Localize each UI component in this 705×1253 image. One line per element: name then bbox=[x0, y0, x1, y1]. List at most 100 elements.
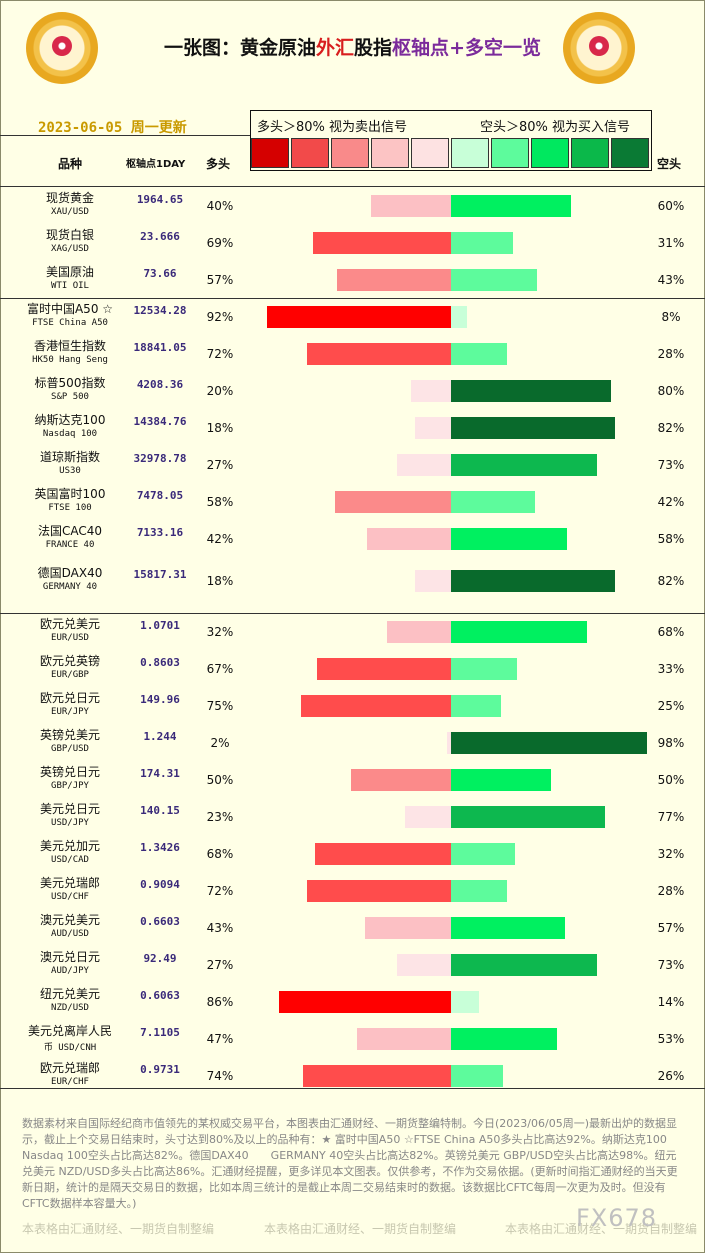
long-percent: 75% bbox=[206, 699, 234, 713]
short-percent: 42% bbox=[657, 495, 685, 509]
pivot-value: 23.666 bbox=[140, 230, 180, 243]
long-bar bbox=[367, 528, 451, 550]
legend-swatch bbox=[371, 138, 409, 168]
instrument-code: AUD/USD bbox=[51, 929, 89, 939]
table-row: 欧元兑日元 EUR/JPY 149.96 75% 25% bbox=[0, 691, 705, 728]
short-bar bbox=[451, 991, 479, 1013]
pivot-value: 7478.05 bbox=[136, 489, 184, 502]
short-bar bbox=[451, 269, 537, 291]
instrument-code: WTI OIL bbox=[51, 281, 89, 291]
long-percent: 27% bbox=[206, 458, 234, 472]
long-percent: 58% bbox=[206, 495, 234, 509]
long-bar bbox=[365, 917, 451, 939]
short-percent: 98% bbox=[657, 736, 685, 750]
instrument-name: 标普500指数 bbox=[34, 376, 106, 390]
table-row: 英镑兑日元 GBP/JPY 174.31 50% 50% bbox=[0, 765, 705, 802]
pivot-value: 0.8603 bbox=[140, 656, 180, 669]
short-percent: 80% bbox=[657, 384, 685, 398]
legend-long-signal: 多头＞80% 视为卖出信号 bbox=[257, 120, 408, 135]
pivot-value: 140.15 bbox=[140, 804, 180, 817]
pivot-value: 1.244 bbox=[143, 730, 177, 743]
table-row: 纽元兑美元 NZD/USD 0.6063 86% 14% bbox=[0, 987, 705, 1024]
instrument-name: 欧元兑瑞郎 bbox=[39, 1061, 100, 1075]
long-bar bbox=[397, 954, 451, 976]
instrument-code: FTSE 100 bbox=[48, 503, 92, 513]
short-bar bbox=[451, 491, 535, 513]
instrument-name: 美元兑加元 bbox=[39, 839, 100, 853]
watermark-text: 本表格由汇通财经、一期货自制整编 bbox=[505, 1222, 698, 1236]
instrument-name: 现货白银 bbox=[45, 228, 94, 242]
watermark-text: 本表格由汇通财经、一期货自制整编 bbox=[264, 1222, 457, 1236]
section-divider bbox=[0, 1088, 705, 1089]
short-bar bbox=[451, 954, 597, 976]
legend-short-signal: 空头＞80% 视为买入信号 bbox=[480, 120, 631, 135]
section-divider bbox=[0, 186, 705, 187]
instrument-code: XAG/USD bbox=[51, 244, 89, 254]
table-row: 欧元兑英镑 EUR/GBP 0.8603 67% 33% bbox=[0, 654, 705, 691]
legend-swatch bbox=[331, 138, 369, 168]
long-bar bbox=[405, 806, 451, 828]
table-row: 美元兑日元 USD/JPY 140.15 23% 77% bbox=[0, 802, 705, 839]
long-bar bbox=[371, 195, 451, 217]
legend-swatch bbox=[411, 138, 449, 168]
long-percent: 72% bbox=[206, 884, 234, 898]
short-bar bbox=[451, 380, 611, 402]
instrument-name: 美元兑瑞郎 bbox=[39, 876, 100, 890]
long-percent: 18% bbox=[206, 573, 234, 588]
short-bar bbox=[451, 732, 647, 754]
col-header-short: 空头 bbox=[657, 157, 682, 171]
instrument-name: 欧元兑美元 bbox=[39, 617, 100, 631]
long-bar bbox=[415, 569, 451, 592]
footer-note: 数据素材来自国际经纪商市值领先的某权威交易平台，本图表由汇通财经、一期货整编特制… bbox=[22, 1117, 678, 1210]
pivot-value: 7.1105 bbox=[140, 1026, 180, 1039]
instrument-code: USD/JPY bbox=[51, 818, 89, 828]
pivot-value: 15817.31 bbox=[133, 567, 187, 581]
pivot-value: 12534.28 bbox=[133, 304, 187, 317]
long-bar bbox=[411, 380, 451, 402]
long-percent: 47% bbox=[206, 1032, 234, 1046]
instrument-name: 富时中国A50 ☆ bbox=[26, 302, 114, 316]
header-rule bbox=[0, 135, 250, 136]
long-bar bbox=[307, 343, 451, 365]
short-percent: 58% bbox=[657, 532, 685, 546]
instrument-code: USD/CAD bbox=[51, 855, 89, 865]
col-header-name: 品种 bbox=[58, 157, 83, 171]
long-percent: 72% bbox=[206, 347, 234, 361]
long-bar bbox=[357, 1028, 451, 1050]
instrument-name: 澳元兑日元 bbox=[39, 950, 100, 964]
short-bar bbox=[451, 769, 551, 791]
long-bar bbox=[397, 454, 451, 476]
short-percent: 60% bbox=[657, 199, 685, 213]
pivot-value: 1.0701 bbox=[140, 619, 180, 632]
pivot-value: 92.49 bbox=[143, 952, 177, 965]
short-bar bbox=[451, 806, 605, 828]
instrument-name: 美元兑日元 bbox=[39, 802, 100, 816]
legend-swatch bbox=[571, 138, 609, 168]
long-bar bbox=[337, 269, 451, 291]
instrument-code: GBP/JPY bbox=[51, 781, 89, 791]
table-row: 英国富时100 FTSE 100 7478.05 58% 42% bbox=[0, 487, 705, 524]
short-percent: 8% bbox=[661, 310, 681, 324]
pivot-value: 0.9094 bbox=[140, 878, 180, 891]
table-row: 德国DAX40 GERMANY 40 15817.31 18% 82% bbox=[0, 566, 705, 603]
table-row: 美元兑离岸人民币 USD/CNH 7.1105 47% 53% bbox=[0, 1024, 705, 1061]
long-bar bbox=[351, 769, 451, 791]
pivot-value: 32978.78 bbox=[133, 452, 187, 465]
long-percent: 42% bbox=[206, 532, 234, 546]
short-bar bbox=[451, 528, 567, 550]
short-bar bbox=[451, 621, 587, 643]
long-percent: 74% bbox=[206, 1069, 234, 1083]
short-percent: 68% bbox=[657, 625, 685, 639]
instrument-name: 欧元兑英镑 bbox=[39, 654, 100, 668]
long-percent: 86% bbox=[206, 995, 234, 1009]
short-bar bbox=[451, 343, 507, 365]
long-percent: 2% bbox=[210, 736, 230, 750]
instrument-name: 澳元兑美元 bbox=[39, 913, 100, 927]
section-divider bbox=[0, 613, 705, 614]
instrument-name: 香港恒生指数 bbox=[33, 339, 106, 353]
short-bar bbox=[451, 917, 565, 939]
short-percent: 57% bbox=[657, 921, 685, 935]
instrument-code: USD/CHF bbox=[51, 892, 89, 902]
instrument-code: AUD/JPY bbox=[51, 966, 89, 976]
instrument-code: EUR/CHF bbox=[51, 1077, 89, 1087]
